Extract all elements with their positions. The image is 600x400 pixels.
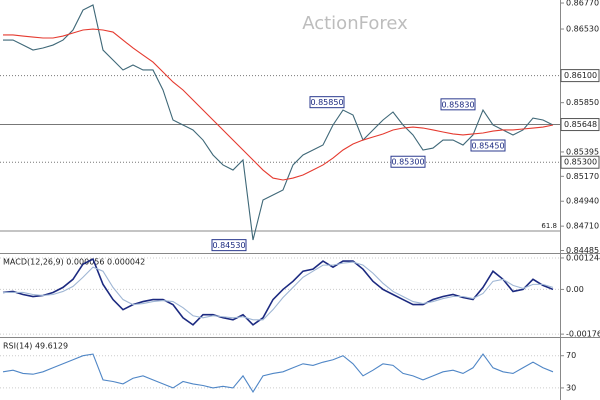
y-tick-label: 0.85170 [566,172,599,181]
callout-box [390,155,426,168]
y-tick-label: 0.85395 [566,147,599,156]
y-tick-label: 0.84485 [566,246,599,255]
callout-box [309,96,345,109]
callout-box [211,239,247,252]
y-tick-label: 0.86530 [566,25,599,34]
fib-label: 61.8 [541,222,557,230]
watermark: ActionForex [302,13,408,34]
level-label-box [560,118,600,132]
y-tick-label: 0.001244 [566,253,600,262]
callout-label: 0.85850 [310,98,343,107]
callout-box [440,98,476,111]
level-label: 0.86100 [564,71,597,80]
level-label-box [560,155,600,169]
y-tick-label: 0.84940 [566,197,599,206]
panel-title: MACD(12,26,9) 0.000056 0.000042 [3,258,145,267]
level-label: 0.85648 [564,120,597,129]
panel-title: RSI(14) 49.6129 [3,342,68,351]
y-tick-label: 70 [566,351,576,360]
y-tick-label: 0.84710 [566,222,599,231]
callout-label: 0.84530 [212,241,245,250]
series-line [3,28,554,181]
series-line [3,261,554,321]
series-line [2,353,554,393]
callout-box [470,139,506,152]
level-label: 0.85300 [564,158,597,167]
y-tick-label: 30 [566,383,576,392]
callout-label: 0.85300 [391,158,424,167]
y-tick-label: -0.001767 [566,330,600,339]
series-line [3,4,554,241]
y-tick-label: 0.00 [566,285,584,294]
callout-label: 0.85450 [471,141,504,150]
y-tick-label: 0.85850 [566,98,599,107]
callout-label: 0.85830 [441,100,474,109]
level-label-box [560,69,600,83]
y-tick-label: 0.86770 [566,0,599,8]
